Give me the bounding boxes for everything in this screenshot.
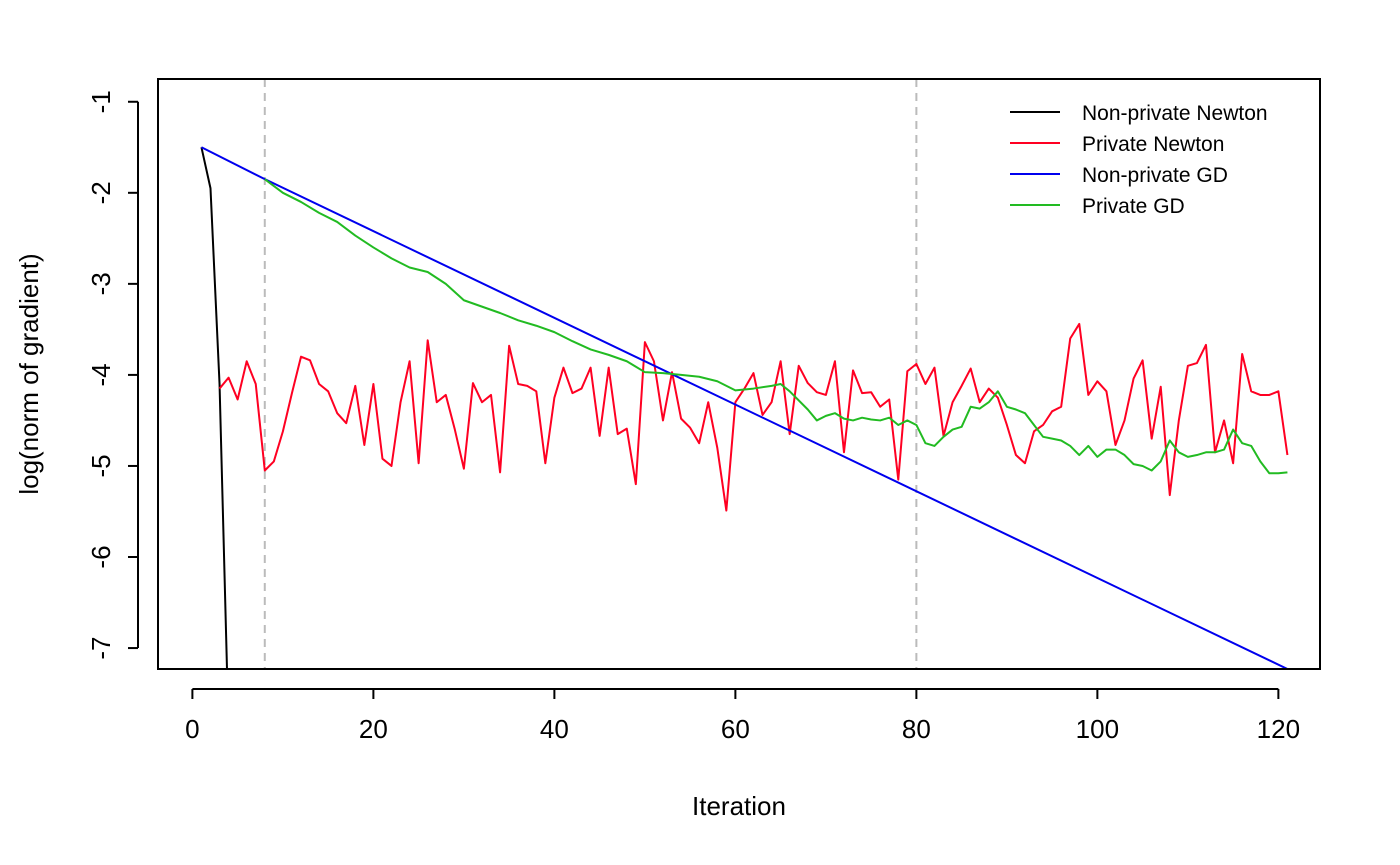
series-line-1 [218, 322, 1289, 512]
legend-label-3: Private GD [1082, 195, 1185, 218]
y-tick-label-0: -1 [86, 90, 116, 113]
x-axis-title: Iteration [692, 791, 786, 821]
x-tick-label-5: 100 [1076, 714, 1119, 744]
y-tick-label-1: -2 [86, 181, 116, 204]
x-tick-label-6: 120 [1257, 714, 1300, 744]
y-tick-label-5: -6 [86, 545, 116, 568]
legend-label-1: Private Newton [1082, 133, 1224, 156]
x-tick-label-3: 60 [721, 714, 750, 744]
plot-frame [157, 78, 1321, 670]
y-tick-label-4: -5 [86, 454, 116, 477]
y-tick-label-6: -7 [86, 636, 116, 659]
x-tick-label-0: 0 [185, 714, 199, 744]
legend: Non-private Newton Private Newton Non-priv… [1010, 102, 1268, 218]
legend-label-0: Non-private Newton [1082, 102, 1268, 125]
legend-label-2: Non-private GD [1082, 164, 1228, 187]
y-axis-title: log(norm of gradient) [14, 253, 44, 494]
series-line-0 [200, 147, 228, 669]
x-tick-label-2: 40 [540, 714, 569, 744]
y-tick-label-3: -4 [86, 363, 116, 386]
series-line-3 [264, 178, 1288, 475]
x-tick-label-1: 20 [359, 714, 388, 744]
reference-lines [263, 79, 918, 669]
axes: 0 20 40 60 80 100 120 -1 -2 -3 -4 -5 -6 -7 [86, 90, 1300, 744]
y-tick-label-2: -3 [86, 272, 116, 295]
series-lines [200, 146, 1289, 669]
x-tick-label-4: 80 [902, 714, 931, 744]
